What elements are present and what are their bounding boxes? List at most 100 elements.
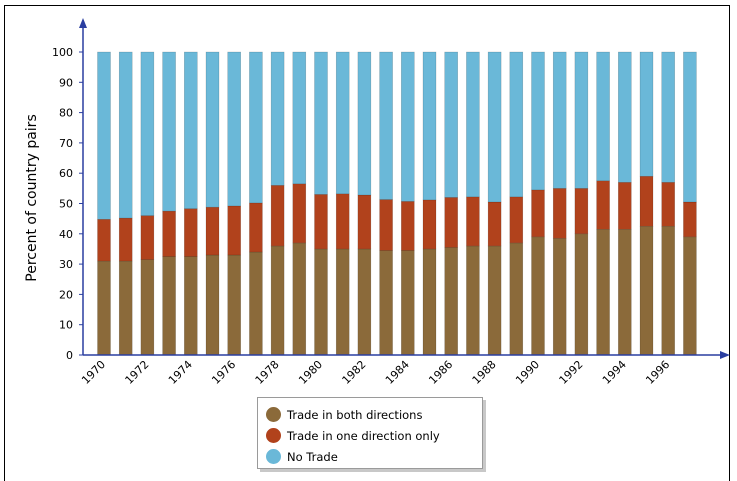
bar-segment-no-trade-1978: [270, 51, 285, 186]
bar-segment-no-trade-1990: [531, 51, 545, 191]
y-tick-label: 60: [59, 167, 73, 180]
bar-segment-one-direction-1970: [97, 219, 111, 262]
bar-segment-no-trade-1989: [509, 51, 524, 198]
bar-segment-one-direction-1977: [249, 202, 263, 253]
bar-segment-no-trade-1974: [184, 51, 198, 209]
bar-segment-one-direction-1986: [444, 197, 458, 248]
bar-segment-no-trade-1992: [574, 51, 589, 189]
bar-segment-both-directions-1982: [357, 248, 372, 356]
bar-segment-one-direction-1985: [422, 199, 437, 250]
bar-segment-both-directions-1986: [444, 247, 458, 356]
bar-segment-both-directions-1991: [552, 238, 567, 356]
legend-swatch-both-directions: [266, 407, 281, 422]
bar-segment-one-direction-1992: [574, 188, 589, 235]
legend: Trade in both directions Trade in one di…: [257, 397, 483, 469]
x-tick-label: 1974: [166, 358, 195, 387]
bar-segment-one-direction-1990: [531, 189, 545, 238]
bar-segment-one-direction-1984: [401, 201, 415, 251]
bar-segment-both-directions-1983: [379, 250, 393, 356]
bar-segment-one-direction-1979: [292, 183, 307, 244]
x-tick-label: 1982: [340, 358, 369, 387]
bar-segment-one-direction-1991: [552, 188, 567, 239]
x-tick-label: 1992: [557, 358, 586, 387]
bar-segment-one-direction-1983: [379, 199, 393, 251]
legend-label-one-direction: Trade in one direction only: [287, 428, 440, 443]
x-tick-label: 1970: [79, 358, 108, 387]
bar-segment-both-directions-1976: [227, 254, 241, 356]
bar-segment-no-trade-1980: [314, 51, 328, 195]
x-axis-arrow: [720, 351, 730, 359]
bar-segment-both-directions-1981: [335, 248, 350, 356]
bar-segment-no-trade-1988: [487, 51, 502, 203]
bar-segment-both-directions-1987: [466, 245, 480, 356]
bar-segment-one-direction-1976: [227, 205, 241, 256]
bar-segment-no-trade-1976: [227, 51, 241, 207]
bar-segment-both-directions-1984: [401, 250, 415, 356]
bar-segment-no-trade-1987: [466, 51, 480, 198]
bar-segment-no-trade-1975: [205, 51, 220, 208]
bar-segment-both-directions-1989: [509, 242, 524, 356]
bar-segment-no-trade-1994: [618, 51, 632, 183]
bar-segment-both-directions-1977: [249, 251, 263, 356]
bar-segment-one-direction-1974: [184, 208, 198, 257]
bar-segment-no-trade-1993: [596, 51, 610, 182]
bar-segment-both-directions-1972: [140, 259, 155, 356]
y-tick-label: 90: [59, 76, 73, 89]
bar-segment-both-directions-1975: [205, 254, 220, 356]
x-tick-label: 1990: [513, 358, 542, 387]
bar-segment-both-directions-1973: [162, 256, 176, 356]
bar-segment-one-direction-1996: [661, 182, 675, 227]
bar-segment-no-trade-1972: [140, 51, 155, 216]
bar-segment-both-directions-1980: [314, 248, 328, 356]
bar-segment-both-directions-1993: [596, 229, 610, 356]
y-tick-label: 70: [59, 137, 73, 150]
bar-segment-no-trade-1982: [357, 51, 372, 196]
bar-segment-no-trade-1979: [292, 51, 307, 185]
bar-segment-one-direction-1993: [596, 180, 610, 230]
bar-segment-no-trade-1971: [118, 51, 133, 219]
y-tick-label: 0: [66, 349, 73, 362]
bar-segment-one-direction-1973: [162, 210, 176, 257]
legend-label-no-trade: No Trade: [287, 449, 338, 464]
bar-segment-one-direction-1975: [205, 206, 220, 256]
x-axis-ticks: 1970 1972 1974 1976 1978 1980 1982 1984 1986 1988…: [79, 358, 672, 387]
bar-segment-one-direction-1981: [335, 193, 350, 250]
bar-segment-both-directions-1974: [184, 256, 198, 356]
y-tick-label: 20: [59, 288, 73, 301]
bar-segment-no-trade-1981: [335, 51, 350, 195]
bar-segment-one-direction-1987: [466, 196, 480, 247]
bar-segment-one-direction-1971: [118, 217, 133, 262]
legend-item-one-direction: Trade in one direction only: [266, 425, 482, 446]
legend-label-both-directions: Trade in both directions: [287, 407, 423, 422]
bar-segment-no-trade-1986: [444, 51, 458, 198]
x-tick-label: 1994: [600, 358, 629, 387]
x-tick-label: 1988: [470, 358, 499, 387]
y-axis-ticks: 0 10 20 30 40 50 60 70 80 90 100: [52, 46, 83, 362]
x-tick-label: 1986: [426, 358, 455, 387]
y-tick-label: 100: [52, 46, 73, 59]
x-tick-label: 1984: [383, 358, 412, 387]
y-axis-arrow: [79, 18, 87, 28]
y-tick-label: 10: [59, 319, 73, 332]
bar-segment-both-directions-1997: [683, 236, 697, 356]
legend-item-no-trade: No Trade: [266, 446, 482, 467]
bar-segment-no-trade-1973: [162, 51, 176, 212]
bar-segment-no-trade-1977: [249, 51, 263, 204]
bar-segment-no-trade-1991: [552, 51, 567, 189]
x-tick-label: 1976: [209, 358, 238, 387]
x-tick-label: 1996: [643, 358, 672, 387]
y-tick-label: 30: [59, 258, 73, 271]
y-tick-label: 50: [59, 198, 73, 211]
bar-segment-both-directions-1994: [618, 229, 632, 356]
bar-segment-both-directions-1988: [487, 245, 502, 356]
bar-segment-no-trade-1996: [661, 51, 675, 183]
bar-segment-one-direction-1989: [509, 196, 524, 244]
legend-swatch-no-trade: [266, 449, 281, 464]
bar-segment-one-direction-1982: [357, 194, 372, 250]
bar-segment-both-directions-1978: [270, 245, 285, 356]
y-tick-label: 80: [59, 107, 73, 120]
chart-frame: [4, 5, 730, 481]
bar-segment-no-trade-1985: [422, 51, 437, 201]
bar-segment-one-direction-1994: [618, 182, 632, 230]
